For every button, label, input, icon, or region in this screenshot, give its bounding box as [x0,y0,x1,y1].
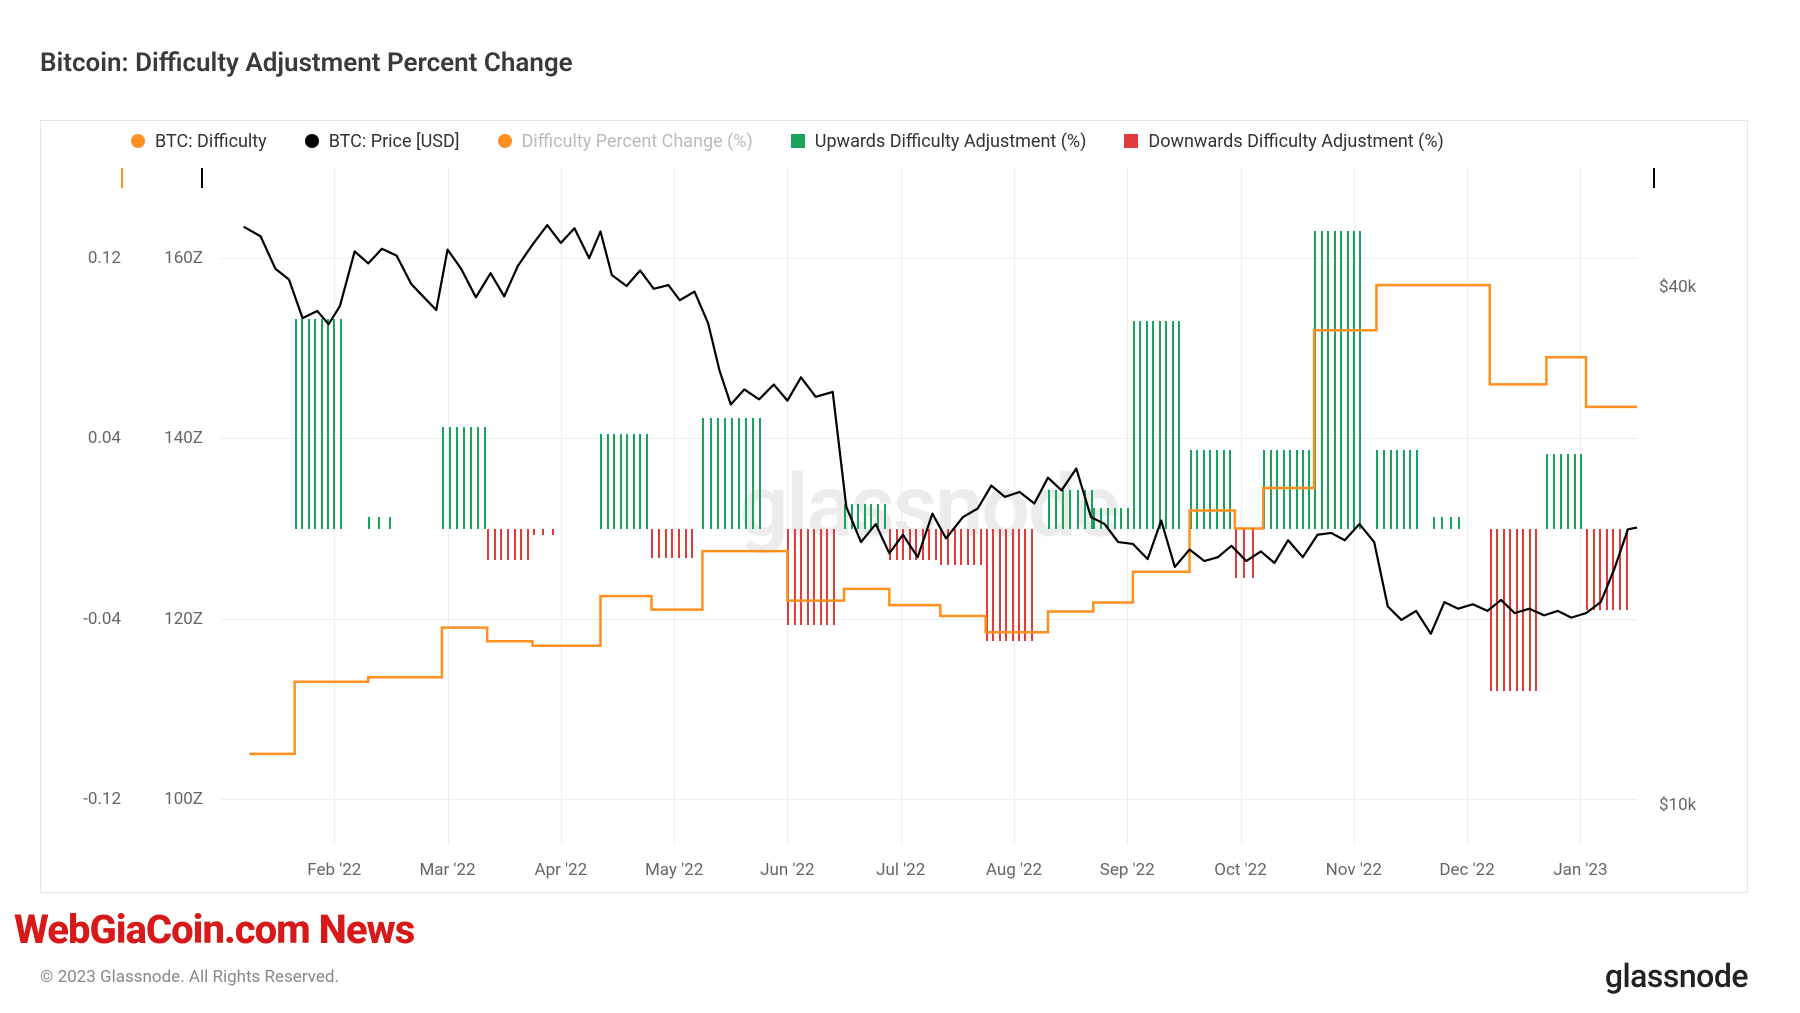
y3-tick-label: $40k [1659,277,1696,297]
legend-marker [791,134,805,148]
page: Bitcoin: Difficulty Adjustment Percent C… [0,0,1800,1013]
legend-label: Downwards Difficulty Adjustment (%) [1148,131,1443,152]
x-tick-label: Mar '22 [419,860,475,880]
plot-area: glassnode -0.12-0.040.040.12100Z120Z140Z… [221,168,1637,844]
x-tick-label: Jun '22 [760,860,814,880]
legend-item[interactable]: Downwards Difficulty Adjustment (%) [1124,131,1443,152]
difficulty-line [249,285,1637,754]
news-overlay: WebGiaCoin.com News [14,906,414,953]
x-tick-label: Sep '22 [1100,860,1155,880]
x-tick-label: Jan '23 [1553,860,1607,880]
y2-tick-label: 120Z [164,609,203,629]
y2-tick-label: 160Z [164,248,203,268]
x-tick-label: Nov '22 [1326,860,1382,880]
x-tick-label: Dec '22 [1439,860,1494,880]
legend-marker [131,134,145,148]
y3-axis-stub [1653,168,1655,188]
line-layer [221,168,1637,844]
y2-tick-label: 100Z [164,789,203,809]
copyright: © 2023 Glassnode. All Rights Reserved. [40,967,339,987]
y2-axis-stub [201,168,203,188]
legend-item[interactable]: BTC: Price [USD] [305,131,460,152]
legend-label: Upwards Difficulty Adjustment (%) [815,131,1087,152]
x-tick-label: Jul '22 [876,860,925,880]
legend-label: BTC: Difficulty [155,131,267,152]
x-tick-label: Apr '22 [534,860,587,880]
legend-item[interactable]: Difficulty Percent Change (%) [498,131,753,152]
legend-marker [498,134,512,148]
x-tick-label: Oct '22 [1214,860,1266,880]
y1-tick-label: 0.12 [88,248,121,268]
y1-tick-label: -0.04 [83,609,121,629]
y1-tick-label: -0.12 [83,789,121,809]
y1-axis-stub [121,168,123,188]
price-line [244,225,1637,634]
x-tick-label: Feb '22 [307,860,361,880]
brand-logo: glassnode [1605,957,1748,995]
x-tick-label: May '22 [645,860,703,880]
x-tick-label: Aug '22 [986,860,1042,880]
legend-label: BTC: Price [USD] [329,131,460,152]
y1-tick-label: 0.04 [88,428,121,448]
legend-item[interactable]: Upwards Difficulty Adjustment (%) [791,131,1087,152]
legend: BTC: Difficulty BTC: Price [USD] Difficult… [41,120,1747,161]
legend-marker [1124,134,1138,148]
chart-frame: BTC: Difficulty BTC: Price [USD] Difficult… [40,120,1748,893]
y2-tick-label: 140Z [164,428,203,448]
chart-title: Bitcoin: Difficulty Adjustment Percent C… [40,48,573,78]
legend-label: Difficulty Percent Change (%) [522,131,753,152]
legend-marker [305,134,319,148]
y3-tick-label: $10k [1659,795,1696,815]
legend-item[interactable]: BTC: Difficulty [131,131,267,152]
